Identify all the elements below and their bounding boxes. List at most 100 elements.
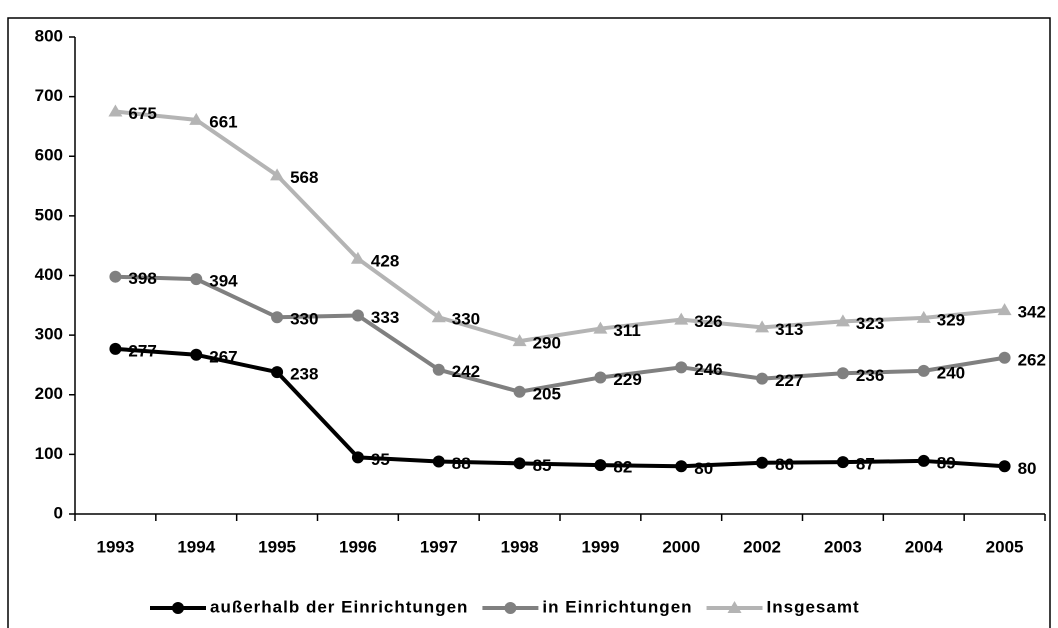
y-tick-label: 200: [35, 384, 63, 403]
data-label: 82: [613, 458, 632, 477]
data-point: [594, 459, 607, 472]
data-point: [836, 367, 849, 380]
data-label: 675: [128, 104, 156, 123]
data-label: 229: [613, 370, 641, 389]
data-label: 88: [452, 454, 471, 473]
x-tick-label: 1999: [582, 537, 620, 556]
y-tick-label: 500: [35, 205, 63, 224]
data-point: [350, 251, 365, 264]
x-tick-label: 1996: [339, 537, 377, 556]
data-point: [997, 303, 1012, 316]
data-point: [351, 309, 364, 322]
data-label: 246: [694, 360, 722, 379]
x-tick-label: 1998: [501, 537, 539, 556]
data-label: 262: [1018, 350, 1046, 369]
data-label: 290: [533, 334, 561, 353]
data-point: [513, 457, 526, 470]
data-point: [594, 371, 607, 384]
series-line: [115, 109, 1005, 344]
data-label: 311: [613, 321, 640, 340]
y-tick-label: 800: [35, 26, 63, 45]
data-point: [109, 342, 122, 355]
data-label: 313: [775, 320, 803, 339]
data-point: [432, 455, 445, 468]
data-point: [190, 273, 203, 286]
data-label: 342: [1018, 303, 1046, 322]
y-tick-label: 700: [35, 86, 63, 105]
data-label: 80: [694, 459, 713, 478]
legend-label: Insgesamt: [767, 597, 860, 616]
x-tick-label: 2002: [743, 537, 781, 556]
y-tick-label: 100: [35, 444, 63, 463]
data-point: [108, 104, 123, 117]
y-tick-label: 300: [35, 325, 63, 344]
data-point: [917, 454, 930, 467]
x-tick-label: 2000: [662, 537, 700, 556]
data-point: [674, 312, 689, 325]
data-label: 330: [290, 310, 318, 329]
data-label: 95: [371, 450, 390, 469]
data-label: 333: [371, 308, 399, 327]
data-label: 80: [1018, 459, 1037, 478]
data-point: [917, 364, 930, 377]
x-tick-label: 1995: [258, 537, 296, 556]
legend-marker: [172, 602, 184, 614]
data-label: 242: [452, 362, 480, 381]
data-point: [431, 310, 446, 323]
data-point: [190, 348, 203, 361]
data-label: 205: [533, 384, 561, 403]
y-tick-label: 600: [35, 146, 63, 165]
data-point: [675, 361, 688, 374]
y-tick-label: 400: [35, 265, 63, 284]
x-tick-label: 1994: [177, 537, 215, 556]
data-label: 661: [209, 112, 237, 131]
y-tick-label: 0: [54, 503, 63, 522]
legend-marker: [727, 601, 742, 613]
data-point: [593, 321, 608, 334]
data-point: [351, 451, 364, 464]
data-point: [756, 456, 769, 469]
data-point: [916, 310, 931, 323]
x-tick-label: 2004: [905, 537, 943, 556]
data-label: 428: [371, 251, 399, 270]
data-point: [998, 460, 1011, 473]
data-point: [109, 270, 122, 283]
data-point: [513, 385, 526, 398]
data-point: [271, 311, 284, 324]
data-point: [432, 363, 445, 376]
data-label: 238: [290, 365, 318, 384]
data-label: 330: [452, 310, 480, 329]
data-label: 277: [128, 341, 156, 360]
data-label: 87: [856, 455, 875, 474]
data-label: 89: [937, 453, 956, 472]
data-label: 323: [856, 314, 884, 333]
legend-label: außerhalb der Einrichtungen: [210, 597, 468, 616]
x-tick-label: 1993: [97, 537, 135, 556]
data-point: [835, 314, 850, 327]
data-point: [756, 372, 769, 385]
x-tick-label: 2003: [824, 537, 862, 556]
series-line: [115, 346, 1005, 469]
data-label: 398: [128, 269, 156, 288]
x-tick-label: 2005: [986, 537, 1024, 556]
data-point: [675, 460, 688, 473]
data-point: [271, 366, 284, 379]
data-point: [512, 334, 527, 347]
legend-marker: [504, 602, 517, 614]
legend-label: in Einrichtungen: [542, 597, 692, 616]
data-label: 236: [856, 366, 884, 385]
data-point: [755, 320, 770, 333]
data-point: [998, 351, 1011, 364]
data-point: [270, 168, 285, 181]
data-point: [189, 112, 204, 125]
data-label: 394: [209, 272, 238, 291]
data-label: 329: [937, 310, 965, 329]
data-point: [836, 456, 849, 469]
chart-frame: [7, 17, 1051, 628]
x-tick-label: 1997: [420, 537, 458, 556]
data-label: 227: [775, 371, 803, 390]
data-label: 568: [290, 168, 318, 187]
data-label: 86: [775, 455, 794, 474]
data-label: 267: [209, 347, 237, 366]
